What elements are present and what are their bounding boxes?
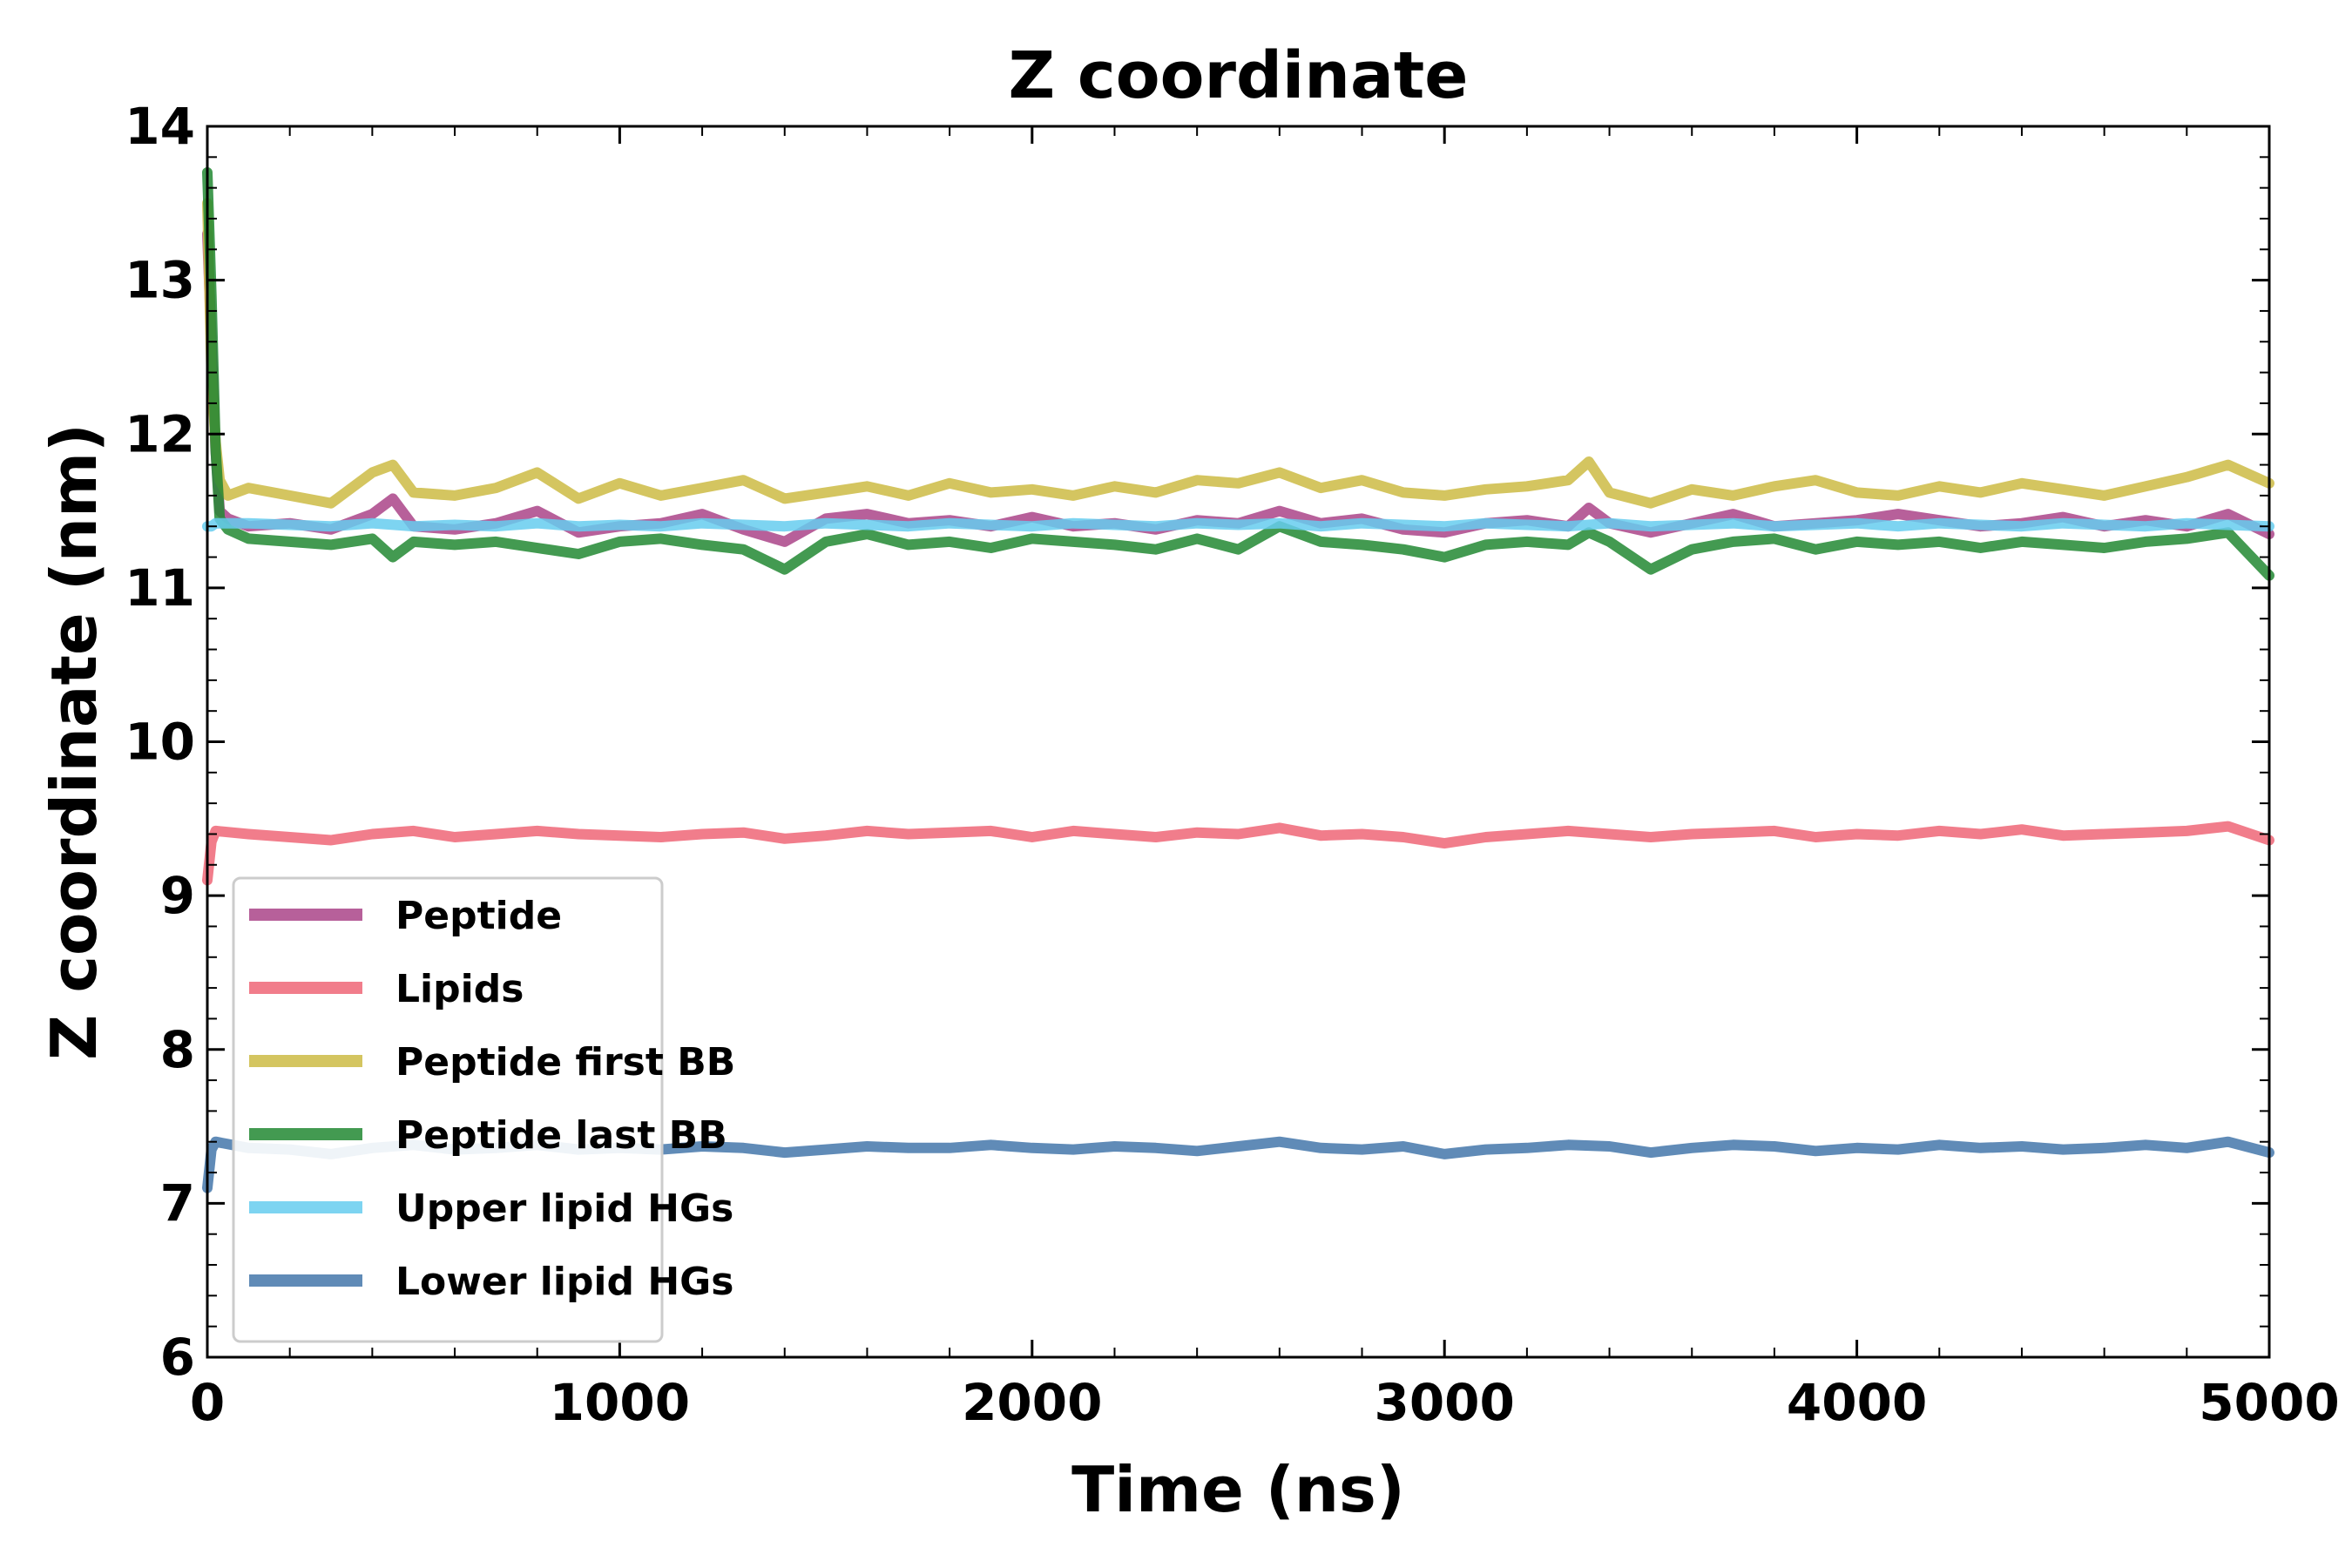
legend-label: Peptide last BB (395, 1113, 727, 1158)
series-line-5 (202, 517, 2274, 532)
legend-label: Peptide (395, 894, 562, 938)
legend-label: Lipids (395, 967, 524, 1011)
x-tick-label: 3000 (1374, 1373, 1514, 1432)
y-tick-label: 13 (125, 251, 195, 310)
series-layer (202, 167, 2274, 1193)
y-tick-label: 12 (125, 404, 195, 463)
y-tick-label: 11 (125, 558, 195, 618)
x-tick-label: 5000 (2199, 1373, 2339, 1432)
series-line-4 (202, 167, 2274, 581)
x-tick-label: 0 (190, 1373, 225, 1432)
legend-label: Lower lipid HGs (395, 1260, 733, 1304)
ticks-layer: 0 1000 2000 3000 4000 5000 6 7 8 9 10 11 12 13 14 (125, 97, 2339, 1432)
legend-label: Upper lipid HGs (395, 1186, 733, 1231)
y-axis-label: Z coordinate (nm) (37, 423, 111, 1060)
y-tick-label: 14 (125, 97, 195, 156)
x-axis-label: Time (ns) (1071, 1453, 1405, 1526)
x-tick-label: 2000 (962, 1373, 1102, 1432)
legend: Peptide Lipids Peptide first BB Peptide las… (232, 876, 735, 1343)
series-line-3 (202, 198, 2274, 509)
series-line-2 (202, 821, 2274, 886)
x-tick-label: 4000 (1787, 1373, 1927, 1432)
chart-title: Z coordinate (1009, 38, 1469, 113)
y-tick-label: 7 (160, 1173, 195, 1233)
y-tick-label: 9 (160, 866, 195, 925)
legend-label: Peptide first BB (395, 1040, 735, 1085)
y-tick-label: 8 (160, 1020, 195, 1079)
y-tick-label: 10 (125, 713, 195, 772)
x-tick-label: 1000 (550, 1373, 690, 1432)
y-tick-label: 6 (160, 1328, 195, 1387)
